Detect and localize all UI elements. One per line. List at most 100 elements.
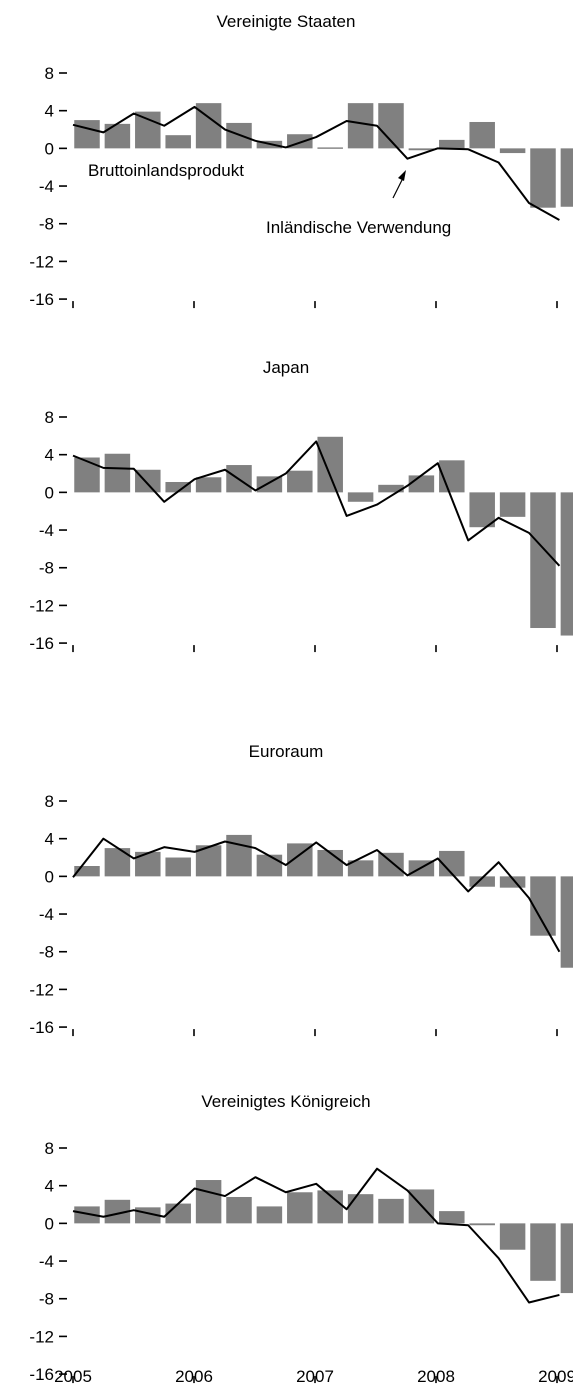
- y-tick-label: 0: [45, 867, 54, 886]
- bar: [560, 876, 573, 968]
- bar: [135, 469, 161, 493]
- bar: [104, 848, 131, 877]
- y-tick-label: 8: [45, 792, 54, 811]
- series-line: [72, 1167, 560, 1304]
- bar: [347, 492, 374, 502]
- y-tick-label: -4: [39, 1252, 54, 1271]
- chart-panel: Euroraum 8 4 0 -4 -8 -12 -16: [29, 742, 573, 1037]
- y-tick-label: -16: [29, 1365, 54, 1384]
- bar: [439, 1211, 465, 1224]
- chart-panel: Vereinigte Staaten 8 4 0 -4 -8 -12 -16 Bruttoinl…: [29, 12, 573, 309]
- bar: [347, 860, 374, 877]
- bar: [104, 123, 131, 149]
- bar: [287, 470, 313, 493]
- bar: [256, 854, 283, 877]
- bar: [74, 865, 100, 877]
- y-tick-label: -12: [29, 252, 54, 271]
- y-tick-label: -4: [39, 177, 54, 196]
- bar: [74, 120, 100, 149]
- bar: [347, 1194, 374, 1224]
- y-tick-label: 4: [45, 102, 54, 121]
- y-tick-label: 4: [45, 1177, 54, 1196]
- bar: [469, 121, 495, 149]
- x-tick-label: 2009: [538, 1367, 573, 1386]
- annotation-label: Inländische Verwendung: [266, 218, 451, 237]
- bar: [378, 1198, 404, 1224]
- series-line: [72, 837, 561, 953]
- chart-title: Vereinigtes Königreich: [201, 1092, 370, 1111]
- bar: [530, 148, 556, 208]
- y-tick-label: -12: [29, 1327, 54, 1346]
- y-tick-label: 0: [45, 1214, 54, 1233]
- y-tick-label: -8: [39, 1290, 54, 1309]
- bar: [560, 148, 573, 207]
- x-tick-label: 2008: [417, 1367, 455, 1386]
- bar: [317, 436, 343, 493]
- bar: [408, 475, 435, 493]
- y-tick-label: 8: [45, 64, 54, 83]
- bar: [104, 1199, 131, 1224]
- chart-panel: Vereinigtes Königreich 8 4 0 -4 -8 -12 -16 2005 2…: [29, 1092, 573, 1386]
- bar: [317, 849, 343, 877]
- chart-title: Euroraum: [249, 742, 324, 761]
- bar: [165, 857, 191, 877]
- bar: [378, 852, 404, 877]
- x-tick-label: 2005: [54, 1367, 92, 1386]
- bar: [317, 147, 343, 149]
- chart-title: Vereinigte Staaten: [217, 12, 356, 31]
- bar: [195, 1180, 222, 1224]
- bar: [469, 876, 495, 887]
- bar: [469, 1223, 495, 1226]
- y-tick-label: -16: [29, 634, 54, 653]
- bar: [256, 1206, 283, 1224]
- x-tick-label: 2006: [175, 1367, 213, 1386]
- bar: [499, 876, 526, 888]
- y-tick-label: 0: [45, 139, 54, 158]
- bar: [104, 453, 131, 493]
- bar: [226, 834, 252, 877]
- bar: [135, 111, 161, 149]
- bar: [560, 492, 573, 636]
- bar: [195, 477, 222, 493]
- series-line: [72, 105, 560, 221]
- y-tick-label: 4: [45, 446, 54, 465]
- y-tick-label: -12: [29, 980, 54, 999]
- bar: [530, 492, 556, 629]
- y-tick-label: -4: [39, 521, 54, 540]
- bar: [256, 476, 283, 493]
- bar: [165, 1203, 191, 1224]
- bar: [439, 139, 465, 149]
- bar: [74, 1206, 100, 1224]
- y-tick-label: 4: [45, 830, 54, 849]
- series-line: [72, 440, 561, 567]
- bar: [530, 1223, 556, 1281]
- bar: [287, 1192, 313, 1224]
- y-tick-label: -8: [39, 943, 54, 962]
- chart-panel: Japan 8 4 0 -4 -8 -12 -16: [29, 358, 573, 653]
- y-tick-label: -16: [29, 1018, 54, 1037]
- y-tick-label: 8: [45, 408, 54, 427]
- x-tick-label: 2007: [296, 1367, 334, 1386]
- annotation-arrowhead: [398, 170, 406, 181]
- chart-title: Japan: [263, 358, 309, 377]
- y-tick-label: 8: [45, 1139, 54, 1158]
- bar: [378, 484, 404, 493]
- y-tick-label: -8: [39, 559, 54, 578]
- bar: [560, 1223, 573, 1294]
- bar: [469, 492, 495, 528]
- bar: [408, 148, 435, 151]
- annotation-label: Bruttoinlandsprodukt: [88, 161, 244, 180]
- y-tick-label: -16: [29, 290, 54, 309]
- bar: [74, 457, 100, 493]
- bar: [226, 1196, 252, 1224]
- bar: [165, 481, 191, 493]
- bar: [165, 135, 191, 149]
- y-tick-label: -4: [39, 905, 54, 924]
- bar: [499, 148, 526, 154]
- y-tick-label: -12: [29, 596, 54, 615]
- bar: [347, 103, 374, 149]
- bar: [499, 1223, 526, 1250]
- y-tick-label: 0: [45, 483, 54, 502]
- y-tick-label: -8: [39, 215, 54, 234]
